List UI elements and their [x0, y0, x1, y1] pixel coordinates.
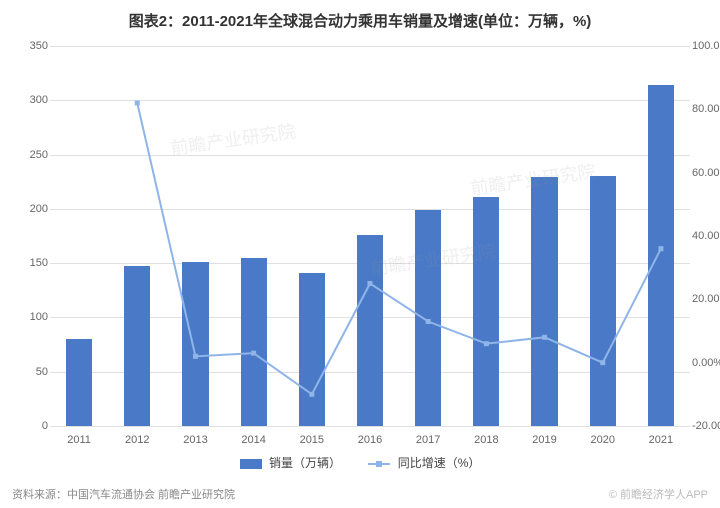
x-tick-label: 2016	[358, 434, 382, 446]
bar	[124, 266, 150, 426]
y-right-tick: 20.00%	[692, 293, 720, 305]
y-axis-right: -20.00%0.00%20.00%40.00%60.00%80.00%100.…	[692, 46, 720, 426]
y-axis-left: 050100150200250300350	[20, 46, 48, 426]
bar	[241, 258, 267, 426]
x-tick-label: 2017	[416, 434, 440, 446]
y-left-tick: 300	[20, 94, 48, 106]
x-tick-label: 2019	[532, 434, 556, 446]
bar	[182, 262, 208, 426]
y-left-tick: 150	[20, 257, 48, 269]
y-right-tick: 40.00%	[692, 230, 720, 242]
x-tick-label: 2012	[125, 434, 149, 446]
y-left-tick: 200	[20, 203, 48, 215]
y-left-tick: 100	[20, 311, 48, 323]
y-left-tick: 0	[20, 420, 48, 432]
bar	[590, 176, 616, 426]
chart-title: 图表2：2011-2021年全球混合动力乘用车销量及增速(单位：万辆，%)	[20, 10, 700, 31]
y-right-tick: -20.00%	[692, 420, 720, 432]
x-tick-label: 2015	[300, 434, 324, 446]
bar	[415, 210, 441, 426]
footer-right: © 前瞻经济学人APP	[609, 486, 708, 502]
legend-label-bar: 销量（万辆）	[269, 456, 341, 470]
y-left-tick: 50	[20, 366, 48, 378]
legend-swatch-line-icon	[368, 463, 390, 465]
x-tick-label: 2011	[67, 434, 91, 446]
legend-swatch-bar-icon	[240, 459, 262, 469]
x-tick-label: 2013	[183, 434, 207, 446]
bar	[473, 197, 499, 426]
y-right-tick: 60.00%	[692, 167, 720, 179]
x-tick-label: 2018	[474, 434, 498, 446]
y-left-tick: 250	[20, 149, 48, 161]
bar	[66, 339, 92, 426]
y-right-tick: 80.00%	[692, 103, 720, 115]
legend-item-line: 同比增速（%）	[368, 454, 480, 471]
bar	[531, 177, 557, 426]
x-tick-label: 2014	[241, 434, 265, 446]
legend: 销量（万辆） 同比增速（%）	[20, 454, 700, 471]
bar	[299, 273, 325, 426]
bar	[648, 85, 674, 426]
plot-area: 050100150200250300350 -20.00%0.00%20.00%…	[50, 46, 690, 426]
y-right-tick: 0.00%	[692, 357, 720, 369]
legend-item-bar: 销量（万辆）	[240, 454, 341, 471]
y-left-tick: 350	[20, 40, 48, 52]
gridline	[50, 426, 690, 427]
x-tick-label: 2021	[649, 434, 673, 446]
y-right-tick: 100.00%	[692, 40, 720, 52]
source-text: 资料来源：中国汽车流通协会 前瞻产业研究院	[12, 486, 235, 502]
legend-label-line: 同比增速（%）	[398, 456, 481, 470]
bar	[357, 235, 383, 426]
bars-layer	[50, 46, 690, 426]
x-tick-label: 2020	[590, 434, 614, 446]
chart-container: 图表2：2011-2021年全球混合动力乘用车销量及增速(单位：万辆，%) 05…	[0, 0, 720, 508]
